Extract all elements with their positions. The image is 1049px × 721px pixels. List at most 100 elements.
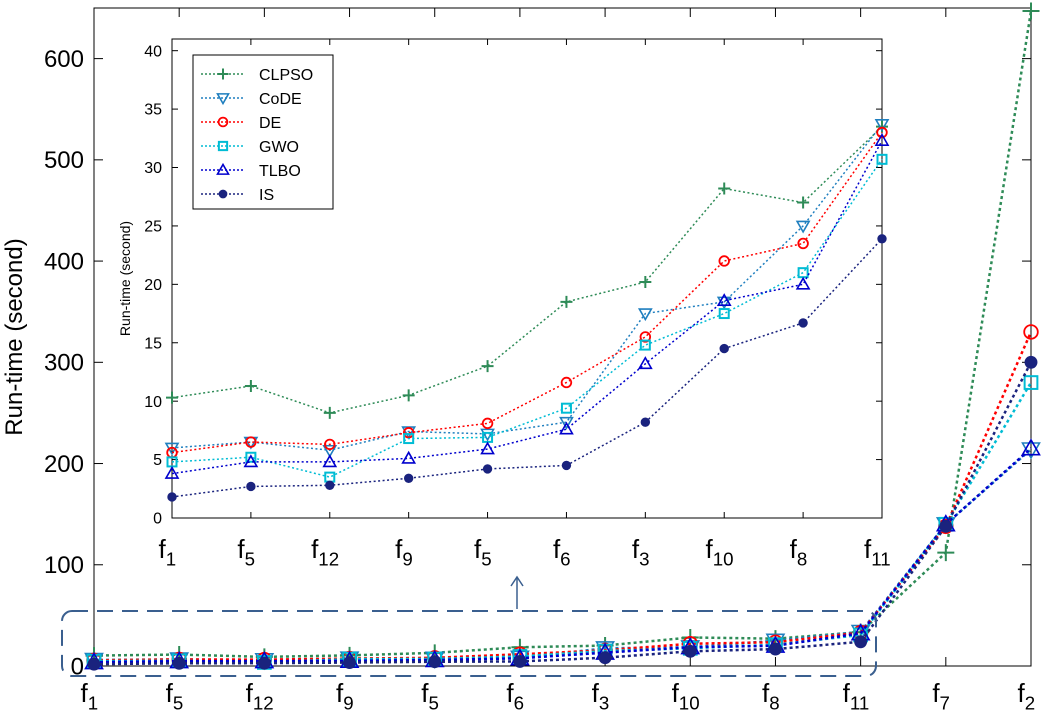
- y-tick-label: 500: [44, 147, 84, 174]
- x-tick-label: f5: [237, 534, 255, 569]
- data-point-tlbo: [401, 450, 417, 464]
- data-point-clpso: [1022, 2, 1040, 20]
- x-tick-label-subscript: 5: [481, 548, 491, 569]
- x-tick-label: f1: [158, 534, 176, 569]
- data-point-clpso: [323, 406, 336, 419]
- x-tick-label: f9: [395, 534, 413, 569]
- series-line-is: [93, 361, 1033, 666]
- x-tick-label-base: f: [762, 678, 770, 708]
- x-tick-label: f5: [421, 678, 439, 713]
- legend: CLPSO CoDE DE GWO TLBO IS: [192, 54, 334, 210]
- data-point-de: [1023, 324, 1039, 340]
- data-point-de: [402, 427, 415, 439]
- legend-label: IS: [259, 187, 274, 204]
- data-point-tlbo: [322, 454, 338, 468]
- x-tick-label-base: f: [790, 534, 798, 564]
- x-tick-label: f10: [672, 678, 700, 713]
- data-point-tlbo: [874, 133, 890, 146]
- legend-label: TLBO: [259, 163, 301, 180]
- data-point-code: [637, 308, 653, 322]
- data-point-is: [428, 655, 442, 669]
- data-point-clpso: [166, 391, 178, 404]
- series-line-clpso: [171, 126, 883, 414]
- data-point-tlbo: [637, 356, 653, 370]
- data-point-de: [797, 237, 809, 250]
- x-tick-label-base: f: [706, 534, 714, 564]
- data-point-code: [795, 220, 811, 234]
- legend-label: CLPSO: [259, 67, 313, 84]
- x-tick-label: f12: [246, 678, 274, 713]
- x-tick-label: f7: [932, 678, 950, 713]
- x-tick-label-base: f: [553, 534, 561, 564]
- x-tick-label-base: f: [474, 534, 482, 564]
- data-point-is: [769, 642, 782, 656]
- data-point-code: [874, 118, 890, 132]
- y-tick-label: 5: [153, 452, 162, 469]
- series-line-is: [171, 238, 883, 498]
- data-point-de: [324, 438, 336, 451]
- zoom-region-box: [61, 610, 877, 677]
- x-tick-label-base: f: [932, 678, 940, 708]
- data-point-clpso: [718, 182, 731, 195]
- legend-box: [192, 54, 334, 210]
- data-point-code: [322, 444, 338, 458]
- data-point-is: [172, 656, 186, 670]
- y-tick-label: 10: [144, 394, 162, 411]
- zoom-indicator: [61, 575, 877, 677]
- x-tick-label: f11: [864, 534, 891, 569]
- y-tick-label: 40: [144, 43, 162, 60]
- x-tick-label-base: f: [632, 534, 640, 564]
- x-tick-label-base: f: [237, 534, 245, 564]
- x-tick-label: f11: [843, 678, 870, 713]
- data-point-is: [343, 656, 356, 670]
- x-tick-label-subscript: 3: [599, 692, 609, 713]
- x-tick-label: f3: [632, 534, 650, 569]
- data-point-is: [561, 460, 572, 471]
- series-clpso: [166, 120, 888, 419]
- data-point-is: [877, 234, 887, 244]
- data-point-is: [513, 654, 527, 668]
- x-tick-label: f12: [311, 534, 339, 569]
- x-tick-label: f3: [592, 678, 610, 713]
- data-point-de: [245, 436, 257, 448]
- data-point-code: [559, 416, 574, 430]
- data-point-code: [716, 296, 732, 310]
- x-tick-label-base: f: [1017, 678, 1025, 708]
- y-tick-label: 300: [44, 350, 84, 377]
- data-point-gwo: [403, 433, 415, 445]
- x-tick-label: f8: [762, 678, 780, 713]
- y-tick-label: 100: [44, 552, 84, 579]
- data-point-tlbo: [716, 293, 732, 306]
- x-tick-label: f5: [474, 534, 492, 569]
- legend-item-gwo: GWO: [201, 139, 299, 156]
- series-code: [164, 118, 890, 458]
- data-point-is: [939, 519, 953, 533]
- zoom-arrow-head: [510, 575, 524, 587]
- data-point-code: [1021, 442, 1041, 460]
- data-point-clpso: [244, 379, 257, 392]
- x-tick-label-base: f: [592, 678, 600, 708]
- data-point-tlbo: [164, 465, 180, 479]
- data-point-gwo: [560, 402, 572, 414]
- y-tick-label: 15: [144, 335, 162, 352]
- x-tick-label: f9: [336, 678, 354, 713]
- x-tick-label: f8: [790, 534, 808, 569]
- x-tick-label: f1: [80, 678, 98, 713]
- x-tick-label-base: f: [80, 678, 88, 708]
- data-point-clpso: [402, 389, 415, 402]
- legend-label: CoDE: [259, 91, 302, 108]
- legend-marker-tlbo: [216, 162, 230, 175]
- x-tick-label: f6: [506, 678, 524, 713]
- x-tick-label-base: f: [158, 534, 166, 564]
- data-point-tlbo: [480, 441, 495, 455]
- y-tick-label: 600: [44, 46, 84, 73]
- series-line-de: [93, 331, 1033, 662]
- data-point-is: [482, 464, 493, 474]
- data-point-clpso: [937, 544, 955, 562]
- data-point-de: [481, 417, 494, 430]
- x-tick-label-subscript: 5: [173, 692, 183, 713]
- x-tick-label: f2: [1017, 678, 1035, 713]
- y-axis-label: Run-time (second): [1, 238, 28, 435]
- x-tick-label-subscript: 12: [253, 692, 274, 713]
- data-point-clpso: [481, 360, 494, 373]
